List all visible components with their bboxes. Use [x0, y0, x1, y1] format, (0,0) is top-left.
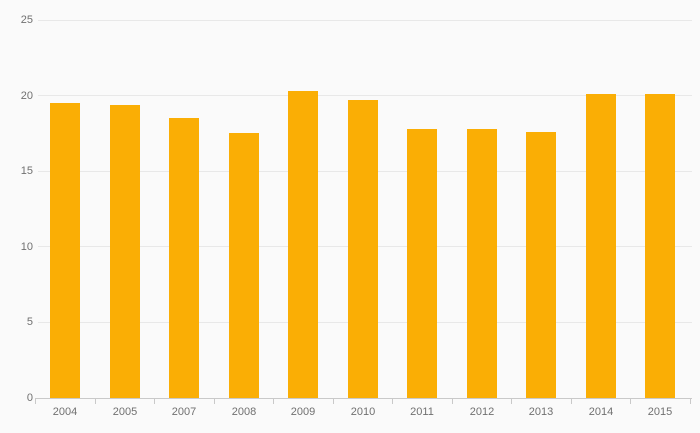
x-axis-tick-10 [630, 398, 631, 404]
x-cat-label-2011: 2011 [410, 406, 434, 418]
bar-2010[interactable] [348, 100, 378, 398]
bar-2009[interactable] [288, 91, 318, 398]
bar-2014[interactable] [586, 94, 616, 398]
y-tick-label-0: 0 [26, 392, 33, 404]
y-tick-label-15: 15 [20, 165, 33, 178]
bar-2007[interactable] [169, 118, 199, 398]
x-axis-tick-11 [690, 398, 691, 404]
x-axis-tick-7 [452, 398, 453, 404]
bar-2012[interactable] [467, 129, 497, 398]
y-tick-label-10: 10 [20, 240, 33, 253]
x-axis-tick-9 [571, 398, 572, 404]
x-cat-label-2008: 2008 [231, 406, 257, 418]
x-axis-tick-8 [511, 398, 512, 404]
gridline-25 [38, 19, 692, 21]
x-cat-label-2012: 2012 [469, 406, 495, 418]
x-axis-tick-1 [95, 398, 96, 404]
x-cat-label-2010: 2010 [350, 406, 376, 418]
x-axis-tick-3 [214, 398, 215, 404]
x-cat-label-2005: 2005 [112, 406, 138, 418]
x-cat-label-2013: 2013 [528, 406, 554, 418]
x-axis-line [35, 397, 692, 399]
x-cat-label-2004: 2004 [52, 406, 78, 418]
x-cat-label-2007: 2007 [171, 406, 197, 418]
bar-2008[interactable] [229, 133, 259, 398]
y-tick-label-20: 20 [20, 89, 33, 102]
bar-2005[interactable] [110, 105, 140, 398]
bar-2015[interactable] [645, 94, 675, 398]
x-axis-tick-0 [35, 398, 36, 404]
y-tick-label-25: 25 [20, 14, 33, 26]
y-tick-label-5: 5 [26, 316, 33, 329]
x-axis-tick-2 [154, 398, 155, 404]
x-axis-tick-4 [273, 398, 274, 404]
bar-2013[interactable] [526, 132, 556, 398]
gridline-20 [38, 95, 692, 97]
x-axis-tick-5 [333, 398, 334, 404]
x-cat-label-2015: 2015 [647, 406, 673, 418]
bar-2004[interactable] [50, 103, 80, 398]
x-cat-label-2009: 2009 [290, 406, 316, 418]
x-cat-label-2014: 2014 [588, 406, 614, 418]
bar-2011[interactable] [407, 129, 437, 398]
x-axis-tick-6 [392, 398, 393, 404]
